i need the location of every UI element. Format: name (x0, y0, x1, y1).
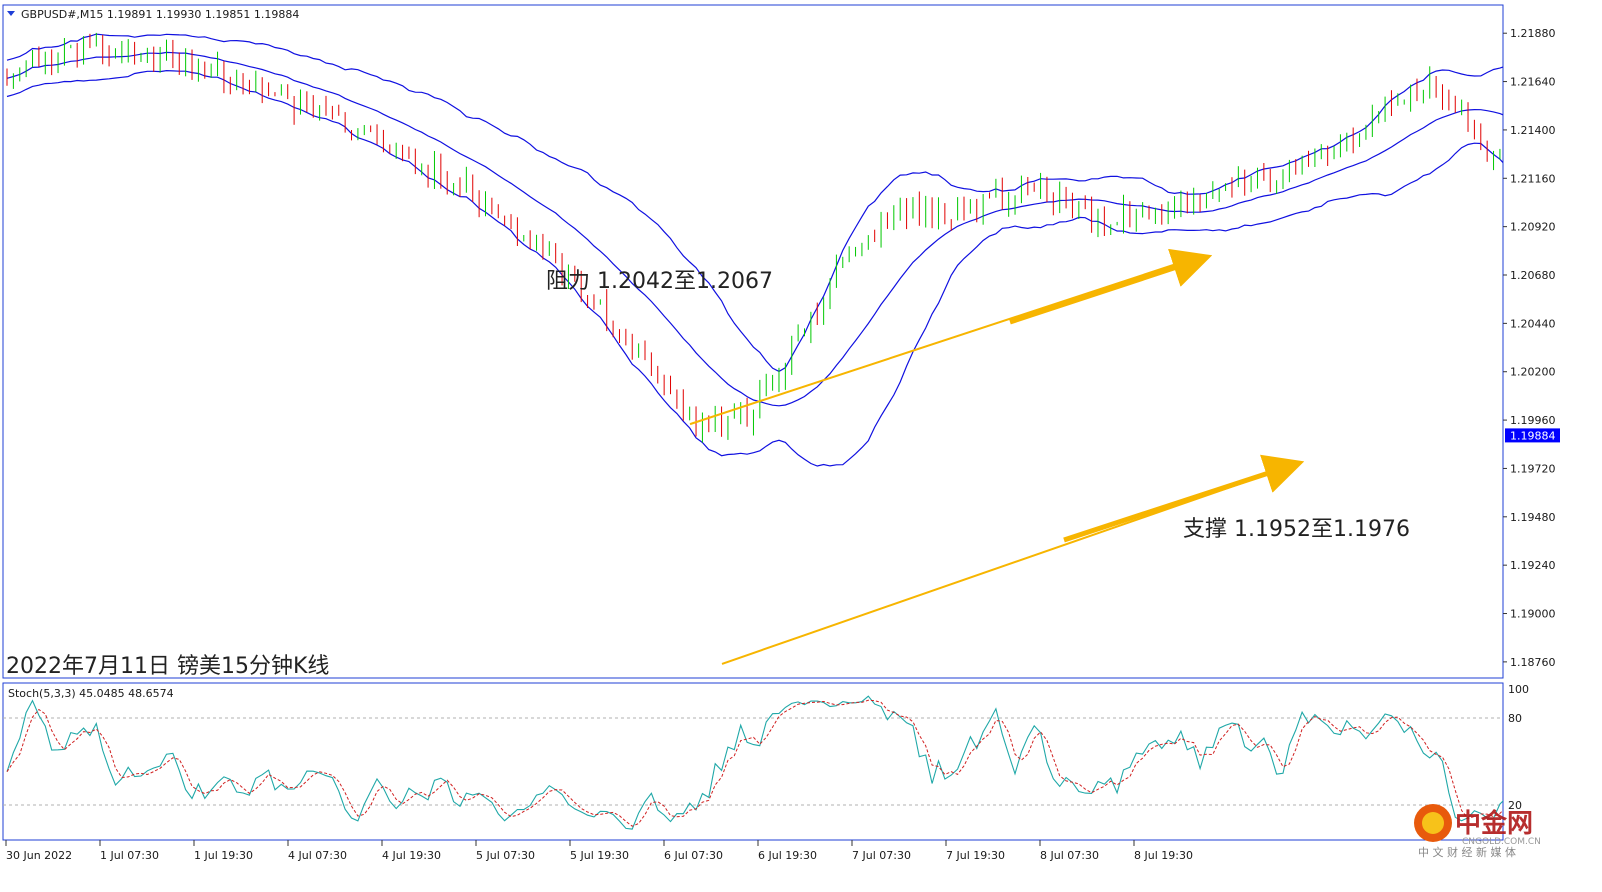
stoch-tick-label: 100 (1508, 683, 1529, 696)
watermark-tagline: 中 文 财 经 新 媒 体 (1418, 845, 1516, 859)
stoch-lines (6, 695, 1503, 830)
stoch-k-line (6, 695, 1503, 830)
price-axis: 1.21880 1.21640 1.21400 1.21160 1.20920 1.206… (1503, 27, 1556, 669)
time-tick-label: 5 Jul 07:30 (476, 849, 535, 862)
trend-channel (689, 248, 1305, 665)
support-arrow (1063, 454, 1305, 543)
watermark-url: CNGOLD.COM.CN (1462, 837, 1541, 847)
time-tick-label: 7 Jul 07:30 (852, 849, 911, 862)
bollinger-bands (6, 33, 1503, 467)
price-tick-label: 1.19480 (1510, 511, 1556, 524)
price-tick-label: 1.18760 (1510, 656, 1556, 669)
time-tick-label: 7 Jul 19:30 (946, 849, 1005, 862)
resistance-arrow (1009, 248, 1213, 325)
price-tick-label: 1.19960 (1510, 414, 1556, 427)
stoch-levels (3, 717, 1503, 806)
current-price-label: 1.19884 (1510, 429, 1556, 442)
price-tick-label: 1.19720 (1510, 462, 1556, 475)
time-tick-label: 8 Jul 19:30 (1134, 849, 1193, 862)
time-tick-label: 6 Jul 07:30 (664, 849, 723, 862)
time-tick-label: 8 Jul 07:30 (1040, 849, 1099, 862)
resistance-annotation: 阻力 1.2042至1.2067 (546, 269, 773, 294)
main-panel (2, 4, 1504, 679)
stoch-d-line (6, 699, 1503, 827)
price-tick-label: 1.20200 (1510, 366, 1556, 379)
time-axis: 30 Jun 2022 1 Jul 07:30 1 Jul 19:30 4 Jul 0… (5, 840, 1193, 862)
price-tick-label: 1.21160 (1510, 172, 1556, 185)
price-tick-label: 1.19240 (1510, 559, 1556, 572)
time-tick-label: 6 Jul 19:30 (758, 849, 817, 862)
channel-upper-line (689, 255, 1199, 426)
symbol-header: GBPUSD#,M15 1.19891 1.19930 1.19851 1.19… (7, 8, 299, 21)
time-tick-label: 4 Jul 19:30 (382, 849, 441, 862)
middle-band (6, 51, 1503, 407)
candles (6, 32, 1501, 443)
price-tick-label: 1.20440 (1510, 317, 1556, 330)
stoch-axis: 100 80 20 (1508, 683, 1529, 812)
watermark: 中金网 CNGOLD.COM.CN 中 文 财 经 新 媒 体 (1414, 804, 1541, 859)
symbol-header-text: GBPUSD#,M15 1.19891 1.19930 1.19851 1.19… (21, 8, 299, 21)
stoch-panel (2, 682, 1504, 841)
stoch-label: Stoch(5,3,3) 45.0485 48.6574 (8, 687, 174, 700)
price-tick-label: 1.21400 (1510, 124, 1556, 137)
lower-band (6, 69, 1503, 467)
time-tick-label: 30 Jun 2022 (6, 849, 72, 862)
stoch-tick-label: 80 (1508, 712, 1522, 725)
support-annotation: 支撑 1.1952至1.1976 (1183, 517, 1410, 542)
chart-caption: 2022年7月11日 镑美15分钟K线 (6, 654, 329, 679)
current-price-marker: 1.19884 (1505, 428, 1560, 443)
watermark-name: 中金网 (1455, 808, 1533, 839)
upper-band (6, 33, 1503, 373)
dropdown-triangle-icon[interactable] (7, 11, 15, 16)
price-tick-label: 1.21880 (1510, 27, 1556, 40)
time-tick-label: 1 Jul 07:30 (100, 849, 159, 862)
time-tick-label: 4 Jul 07:30 (288, 849, 347, 862)
price-tick-label: 1.19000 (1510, 608, 1556, 621)
time-tick-label: 5 Jul 19:30 (570, 849, 629, 862)
stoch-tick-label: 20 (1508, 799, 1522, 812)
price-tick-label: 1.20680 (1510, 269, 1556, 282)
price-tick-label: 1.21640 (1510, 76, 1556, 89)
price-tick-label: 1.20920 (1510, 221, 1556, 234)
time-tick-label: 1 Jul 19:30 (194, 849, 253, 862)
